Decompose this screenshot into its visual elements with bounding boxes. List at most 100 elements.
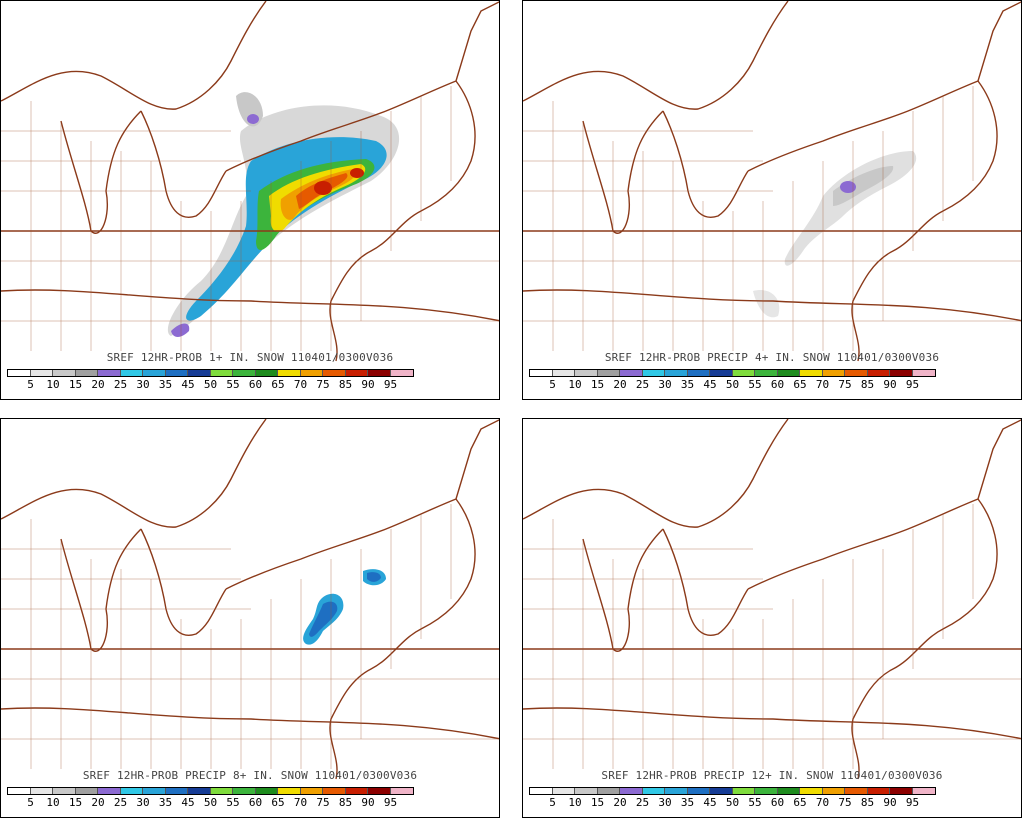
color-swatch <box>368 788 391 794</box>
color-bar-label: 70 <box>815 796 830 809</box>
color-swatch <box>165 370 188 376</box>
panel-title: SREF 12HR-PROB PRECIP 12+ IN. SNOW 11040… <box>601 769 943 782</box>
color-bar-label: 75 <box>316 796 330 809</box>
color-swatch <box>210 788 233 794</box>
probability-shading <box>167 92 400 337</box>
color-swatch <box>368 370 391 376</box>
color-swatch <box>800 788 823 794</box>
color-swatch <box>30 370 53 376</box>
color-swatch <box>278 370 301 376</box>
color-swatch <box>98 370 121 376</box>
color-bar-label: 35 <box>680 796 695 809</box>
color-swatch <box>552 370 575 376</box>
color-bar-label: 15 <box>590 796 605 809</box>
color-swatch <box>777 370 800 376</box>
color-swatch <box>323 370 346 376</box>
color-bar-label: 95 <box>383 378 398 391</box>
color-bar-label: 55 <box>748 796 762 809</box>
color-swatch <box>890 788 913 794</box>
color-bar-label: 65 <box>271 796 285 809</box>
color-swatch <box>75 370 98 376</box>
color-swatch <box>53 788 76 794</box>
color-bar-label: 30 <box>136 796 150 809</box>
color-bar-label: 60 <box>248 796 263 809</box>
color-swatch <box>665 788 688 794</box>
color-bar-label: 5 <box>27 378 34 391</box>
color-bar-label: 85 <box>860 796 875 809</box>
color-swatch <box>912 788 935 794</box>
color-swatch <box>755 788 778 794</box>
color-swatch <box>8 370 31 376</box>
color-swatch <box>8 788 31 794</box>
probability-shading <box>303 569 386 645</box>
color-swatch <box>390 788 413 794</box>
color-bar-label: 20 <box>613 378 627 391</box>
color-swatch <box>75 788 98 794</box>
color-bar-label: 25 <box>635 378 650 391</box>
boundaries <box>523 419 1021 780</box>
color-swatch <box>552 788 575 794</box>
color-bar-label: 55 <box>226 796 240 809</box>
color-bar-label: 35 <box>158 796 173 809</box>
map-panel-2: SREF 12HR-PROB PRECIP 4+ IN. SNOW 110401… <box>522 0 1022 400</box>
color-bar-label: 5 <box>549 378 556 391</box>
color-swatch <box>120 788 143 794</box>
color-bar-label: 55 <box>226 378 240 391</box>
panel-title: SREF 12HR-PROB 1+ IN. SNOW 110401/0300V0… <box>106 351 394 364</box>
color-bar-label: 65 <box>271 378 285 391</box>
color-bar-label: 90 <box>883 796 897 809</box>
color-swatch <box>710 788 733 794</box>
map-panel-4: SREF 12HR-PROB PRECIP 12+ IN. SNOW 11040… <box>522 418 1022 818</box>
color-swatch <box>188 788 211 794</box>
map-panel-3: SREF 12HR-PROB PRECIP 8+ IN. SNOW 110401… <box>0 418 500 818</box>
color-bar-label: 85 <box>860 378 875 391</box>
color-bar <box>529 787 936 795</box>
color-swatch <box>345 788 368 794</box>
color-swatch <box>845 370 868 376</box>
color-bar <box>529 369 936 377</box>
color-bar-label: 25 <box>113 378 128 391</box>
probability-shading <box>753 151 917 318</box>
color-bar-label: 45 <box>703 796 717 809</box>
color-swatch <box>642 788 665 794</box>
color-swatch <box>642 370 665 376</box>
color-bar-label: 15 <box>68 796 83 809</box>
color-bar-label: 30 <box>658 796 672 809</box>
color-bar-label: 15 <box>68 378 83 391</box>
panel-title: SREF 12HR-PROB PRECIP 4+ IN. SNOW 110401… <box>604 351 940 364</box>
color-swatch <box>912 370 935 376</box>
color-swatch <box>143 788 166 794</box>
color-bar-label: 10 <box>568 378 582 391</box>
basemap <box>523 1 1021 362</box>
color-bar-label: 85 <box>338 378 353 391</box>
county-lines <box>1 504 499 769</box>
color-bar-label: 20 <box>91 378 105 391</box>
color-swatch <box>620 788 643 794</box>
color-bar-label: 75 <box>838 378 852 391</box>
color-bar-label: 50 <box>203 796 218 809</box>
color-bar-label: 60 <box>248 378 263 391</box>
boundaries <box>523 1 1021 362</box>
color-bar <box>7 787 414 795</box>
color-swatch <box>845 788 868 794</box>
color-swatch <box>255 370 278 376</box>
color-bar-label: 50 <box>203 378 218 391</box>
basemap <box>1 1 499 362</box>
color-bar-label: 50 <box>725 378 740 391</box>
color-bar-label: 95 <box>905 796 920 809</box>
color-bar-label: 90 <box>361 796 375 809</box>
color-swatch <box>53 370 76 376</box>
boundaries <box>1 419 499 780</box>
color-swatch <box>597 370 620 376</box>
color-bar-label: 70 <box>293 378 308 391</box>
color-swatch <box>188 370 211 376</box>
color-bar-label: 45 <box>703 378 717 391</box>
color-swatch <box>143 370 166 376</box>
color-bar-label: 10 <box>46 796 60 809</box>
color-bar-label: 35 <box>680 378 695 391</box>
color-bar-label: 15 <box>590 378 605 391</box>
color-swatch <box>687 370 710 376</box>
color-swatch <box>890 370 913 376</box>
color-swatch <box>323 788 346 794</box>
color-swatch <box>120 370 143 376</box>
